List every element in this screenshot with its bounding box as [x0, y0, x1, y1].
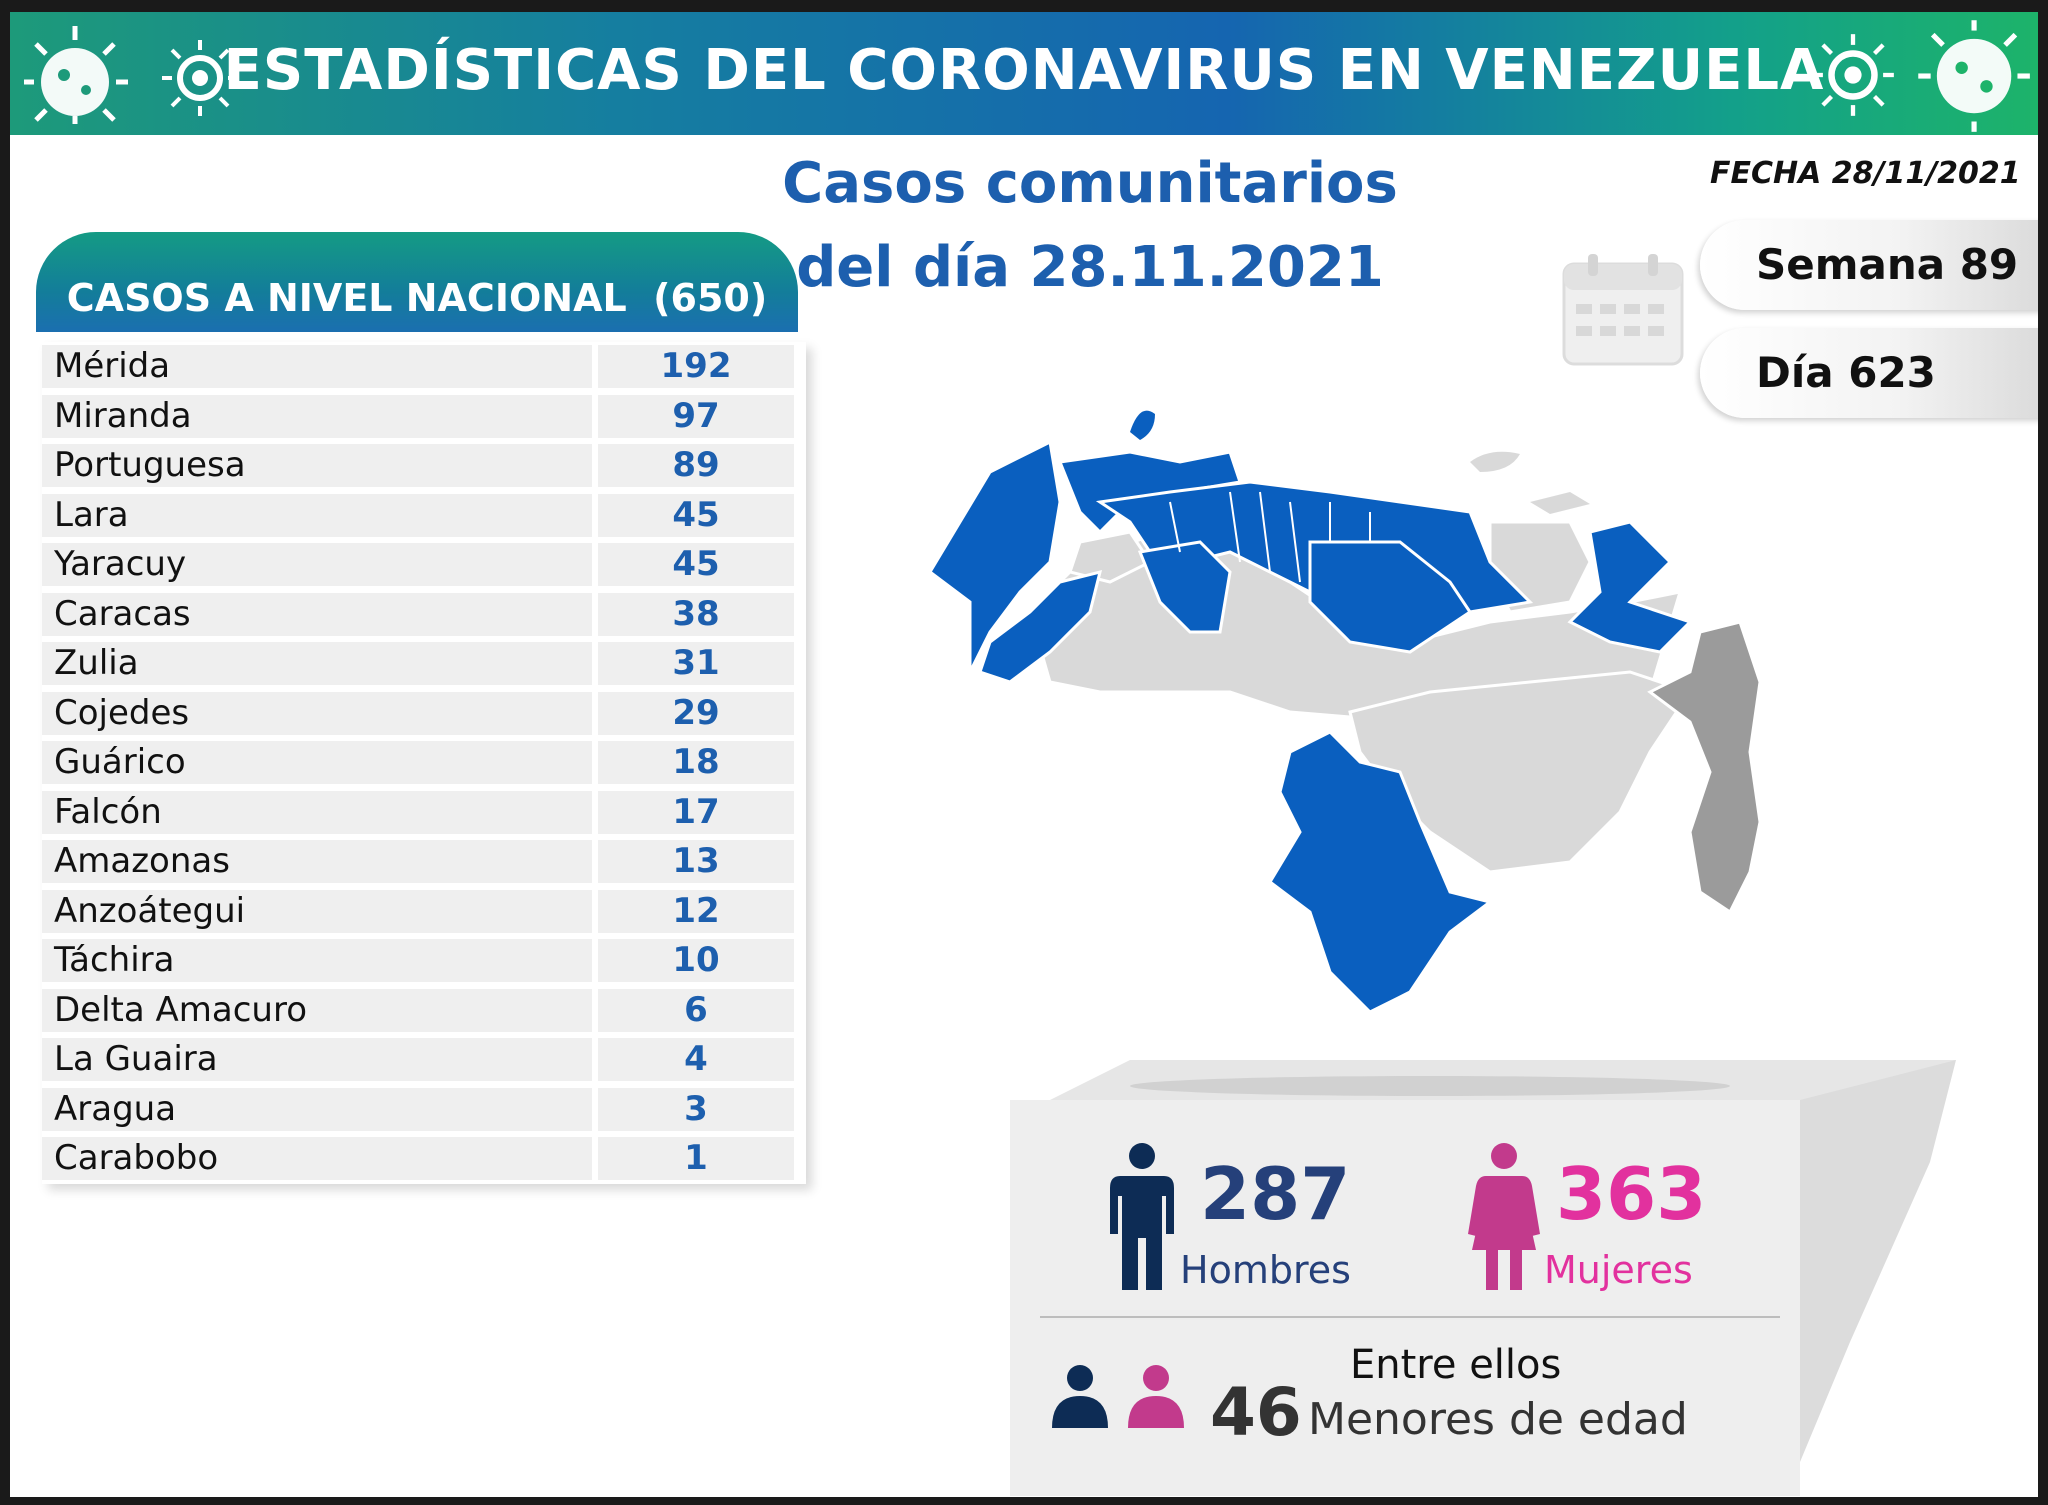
map-region-tachira-merida — [978, 569, 1103, 684]
map-region-portuguesa — [1137, 540, 1232, 634]
table-row: Amazonas 13 — [42, 837, 806, 887]
table-row: Anzoátegui 12 — [42, 887, 806, 937]
man-icon — [1110, 1143, 1174, 1290]
state-name: Mérida — [42, 345, 592, 388]
state-name: Táchira — [42, 939, 592, 982]
state-name: Yaracuy — [42, 543, 592, 586]
state-cases: 31 — [598, 642, 794, 685]
map-region-esequibo — [1647, 620, 1762, 915]
header-banner: ESTADÍSTICAS DEL CORONAVIRUS EN VENEZUEL… — [10, 12, 2038, 135]
state-name: Aragua — [42, 1087, 592, 1131]
state-name: Guárico — [42, 741, 592, 784]
table-row: Carabobo 1 — [42, 1134, 806, 1184]
day-label: Día 623 — [1756, 348, 1936, 397]
state-name: Zulia — [42, 642, 592, 685]
women-count: 363 — [1556, 1152, 1707, 1236]
table-row: Miranda 97 — [42, 392, 806, 442]
woman-icon — [1468, 1143, 1540, 1290]
table-row: Zulia 31 — [42, 639, 806, 689]
week-pill: Semana 89 — [1700, 220, 2038, 310]
venezuela-map — [930, 410, 1762, 1014]
subtitle-line-2: del día 28.11.2021 — [796, 235, 1384, 300]
table-title: CASOS A NIVEL NACIONAL (650) — [66, 276, 768, 320]
map-region-amazonas — [1268, 730, 1494, 1014]
week-label: Semana 89 — [1756, 240, 2019, 289]
divider — [1040, 1316, 1780, 1318]
table-row: Táchira 10 — [42, 936, 806, 986]
state-cases: 1 — [598, 1137, 794, 1180]
map-region-delta — [1567, 520, 1693, 654]
state-name: Falcón — [42, 790, 592, 834]
cases-table: Mérida 192 Miranda 97 Portuguesa 89 Lara 45 … — [42, 342, 806, 1184]
state-cases: 12 — [598, 889, 794, 933]
state-cases: 29 — [598, 691, 794, 735]
table-row: Lara 45 — [42, 491, 806, 541]
map-region-islands — [1470, 451, 1590, 514]
table-row: Yaracuy 45 — [42, 540, 806, 590]
state-cases: 10 — [598, 939, 794, 982]
state-cases: 89 — [598, 444, 794, 487]
table-row: Falcón 17 — [42, 788, 806, 838]
state-cases: 3 — [598, 1087, 794, 1131]
state-cases: 6 — [598, 988, 794, 1032]
state-cases: 13 — [598, 840, 794, 883]
calendar-icon — [1562, 254, 1684, 366]
table-header: CASOS A NIVEL NACIONAL (650) — [36, 232, 798, 332]
state-name: Miranda — [42, 394, 592, 438]
state-cases: 45 — [598, 543, 794, 586]
state-cases: 38 — [598, 592, 794, 636]
state-name: Cojedes — [42, 691, 592, 735]
table-row: Aragua 3 — [42, 1085, 806, 1135]
map-region-zulia — [930, 439, 1062, 673]
state-name: Carabobo — [42, 1137, 592, 1180]
minors-intro: Entre ellos — [1350, 1342, 1562, 1388]
state-name: Portuguesa — [42, 444, 592, 487]
virus-icon — [162, 40, 238, 116]
state-name: Amazonas — [42, 840, 592, 883]
state-name: Lara — [42, 493, 592, 537]
state-name: Caracas — [42, 592, 592, 636]
table-row: Delta Amacuro 6 — [42, 986, 806, 1036]
state-name: Anzoátegui — [42, 889, 592, 933]
state-cases: 45 — [598, 493, 794, 537]
table-row: Mérida 192 — [42, 342, 806, 392]
map-region-falcon-peninsula — [1130, 410, 1155, 440]
stats-platform — [1050, 1060, 1956, 1462]
state-cases: 18 — [598, 741, 794, 784]
table-row: La Guaira 4 — [42, 1035, 806, 1085]
state-cases: 97 — [598, 394, 794, 438]
date-label: FECHA 28/11/2021 — [1710, 156, 2021, 191]
table-row: Caracas 38 — [42, 590, 806, 640]
page-title: ESTADÍSTICAS DEL CORONAVIRUS EN VENEZUEL… — [223, 38, 1825, 103]
minors-count: 46 — [1210, 1374, 1302, 1451]
men-count: 287 — [1200, 1152, 1351, 1236]
state-cases: 192 — [598, 345, 794, 388]
state-cases: 17 — [598, 790, 794, 834]
virus-icon — [1812, 34, 1894, 116]
men-label: Hombres — [1180, 1248, 1351, 1292]
state-name: La Guaira — [42, 1038, 592, 1081]
subtitle: Casos comunitarios del día 28.11.2021 — [750, 142, 1430, 310]
minors-label: Menores de edad — [1308, 1394, 1688, 1445]
subtitle-line-1: Casos comunitarios — [782, 151, 1398, 216]
virus-icon — [1918, 20, 2030, 132]
day-pill: Día 623 — [1700, 328, 2038, 418]
virus-icon — [24, 26, 128, 124]
state-cases: 4 — [598, 1038, 794, 1081]
table-row: Portuguesa 89 — [42, 441, 806, 491]
state-name: Delta Amacuro — [42, 988, 592, 1032]
table-row: Guárico 18 — [42, 738, 806, 788]
infographic: ESTADÍSTICAS DEL CORONAVIRUS EN VENEZUEL… — [10, 12, 2038, 1497]
table-row: Cojedes 29 — [42, 689, 806, 739]
children-icon — [1052, 1365, 1184, 1428]
map-region-anzoategui — [1308, 540, 1473, 654]
women-label: Mujeres — [1544, 1248, 1693, 1292]
map-region-lara-gray — [1068, 530, 1153, 584]
